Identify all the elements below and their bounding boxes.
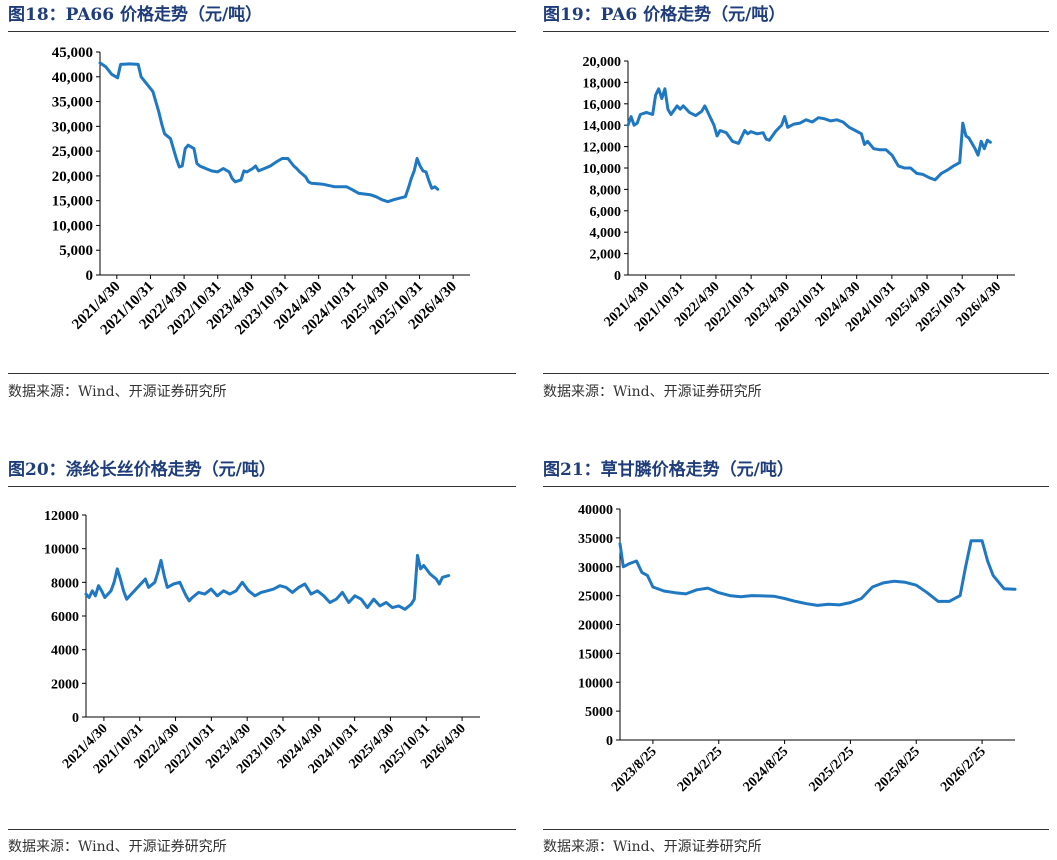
x-tick-label: 2025/2/25: [806, 744, 857, 795]
data-source-note: 数据来源：Wind、开源证券研究所: [8, 839, 227, 855]
data-source-note: 数据来源：Wind、开源证券研究所: [543, 384, 762, 400]
y-tick-label: 35,000: [52, 95, 93, 111]
y-tick-label: 6,000: [590, 205, 622, 220]
title-divider: [8, 31, 516, 32]
price-series-line: [626, 87, 992, 182]
y-tick-label: 8,000: [590, 183, 622, 198]
y-tick-label: 0: [86, 268, 94, 284]
chart-panel-pa66: 图18：PA66 价格走势（元/吨） 0 5,000 10,000 15,000 20,…: [8, 0, 516, 410]
y-tick-label: 40000: [578, 503, 613, 518]
x-tick-label: 2023/8/25: [609, 744, 660, 795]
title-divider: [543, 486, 1049, 487]
y-tick-label: 15,000: [52, 194, 93, 210]
y-tick-label: 0: [72, 711, 79, 726]
y-tick-label: 30,000: [52, 119, 93, 135]
y-tick-label: 6000: [51, 610, 79, 625]
source-divider: [543, 829, 1049, 830]
y-tick-label: 18,000: [583, 76, 622, 91]
chart-panel-glyphosate: 图21：草甘膦价格走势（元/吨） 0 5000 10000 15000 20000 250…: [543, 455, 1049, 860]
y-tick-label: 0: [614, 269, 621, 284]
price-series-line: [98, 61, 440, 204]
price-series-line: [84, 553, 451, 611]
y-tick-label: 25000: [578, 590, 613, 605]
chart-panel-polyester: 图20：涤纶长丝价格走势（元/吨） 0 2000 4000 6000 8000 10000…: [8, 455, 516, 860]
source-divider: [8, 829, 516, 830]
y-tick-label: 10000: [578, 676, 613, 691]
y-tick-label: 30000: [578, 561, 613, 576]
title-divider: [543, 31, 1049, 32]
y-tick-label: 4000: [51, 644, 79, 659]
y-tick-label: 10,000: [583, 162, 622, 177]
chart-panel-pa6: 图19：PA6 价格走势（元/吨） 0 2,000 4,000 6,000 8,000 1…: [543, 0, 1049, 410]
chart-title: 图18：PA66 价格走势（元/吨）: [8, 5, 263, 25]
line-chart: 0 5,000 10,000 15,000 20,000 25,000 30,000 35,0…: [52, 45, 470, 338]
x-tick-label: 2025/8/25: [872, 744, 923, 795]
y-tick-label: 5000: [585, 705, 613, 720]
y-tick-label: 20,000: [583, 55, 622, 70]
y-tick-label: 10,000: [52, 218, 93, 234]
y-tick-label: 4,000: [590, 226, 622, 241]
y-tick-label: 2,000: [590, 248, 622, 263]
y-tick-label: 40,000: [52, 70, 93, 86]
y-tick-label: 20000: [578, 619, 613, 634]
y-tick-label: 35000: [578, 532, 613, 547]
y-tick-label: 14,000: [583, 119, 622, 134]
chart-title: 图19：PA6 价格走势（元/吨）: [543, 5, 786, 25]
x-tick-label: 2026/2/25: [938, 744, 989, 795]
data-source-note: 数据来源：Wind、开源证券研究所: [543, 839, 762, 855]
source-divider: [8, 373, 516, 374]
y-tick-label: 10000: [44, 543, 79, 558]
chart-title: 图21：草甘膦价格走势（元/吨）: [543, 460, 794, 480]
y-tick-label: 20,000: [52, 169, 93, 185]
y-tick-label: 45,000: [52, 45, 93, 61]
y-tick-label: 2000: [51, 677, 79, 692]
x-tick-label: 2024/8/25: [741, 744, 792, 795]
y-tick-label: 12000: [44, 509, 79, 524]
y-tick-label: 16,000: [583, 98, 622, 113]
source-divider: [543, 373, 1049, 374]
y-tick-label: 25,000: [52, 144, 93, 160]
y-tick-label: 8000: [51, 576, 79, 591]
y-tick-label: 15000: [578, 647, 613, 662]
chart-title: 图20：涤纶长丝价格走势（元/吨）: [8, 460, 276, 480]
y-tick-label: 0: [606, 734, 613, 749]
line-chart: 0200040006000800010000120002021/4/302021…: [44, 509, 480, 777]
y-tick-label: 12,000: [583, 141, 622, 156]
price-series-line: [618, 539, 1017, 607]
x-tick-label: 2024/2/25: [675, 744, 726, 795]
line-chart: 0 2,000 4,000 6,000 8,000 10,000 12,000 14,000 1…: [583, 55, 1015, 335]
title-divider: [8, 486, 516, 487]
data-source-note: 数据来源：Wind、开源证券研究所: [8, 384, 227, 400]
y-tick-label: 5,000: [59, 243, 93, 259]
line-chart: 0 5000 10000 15000 20000 25000 30000 35000 40000…: [578, 503, 1017, 795]
